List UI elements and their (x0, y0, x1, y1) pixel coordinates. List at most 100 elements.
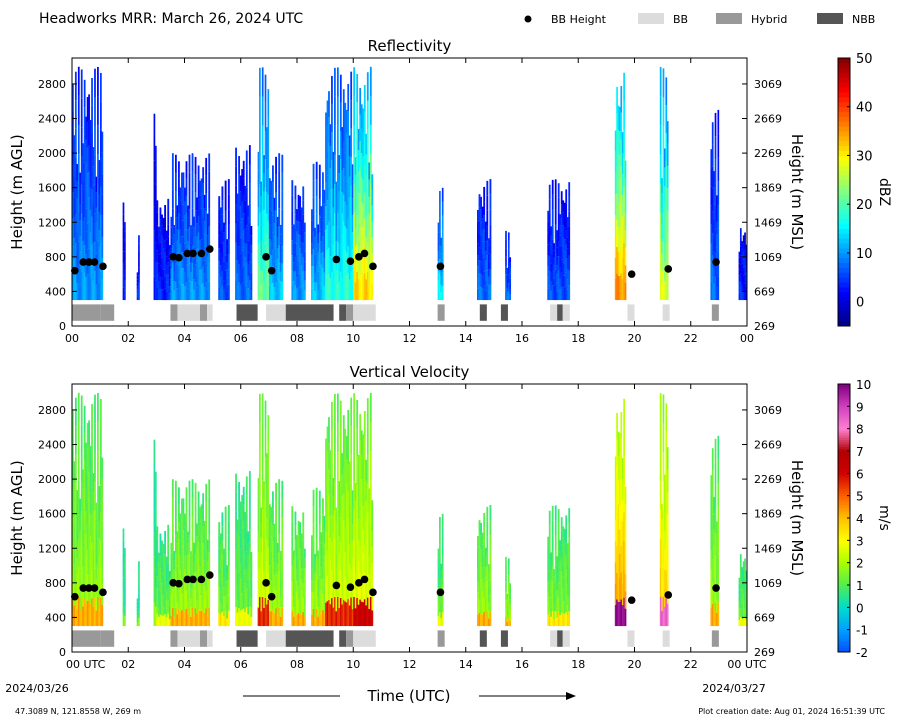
echo-cell (156, 212, 159, 226)
echo-cell (236, 612, 239, 627)
echo-cell (559, 561, 562, 573)
echo-cell (341, 539, 344, 562)
echo-cell (351, 575, 354, 593)
echo-cell (197, 249, 200, 267)
echo-cell (617, 251, 620, 276)
start-date-label: 2024/03/26 (5, 682, 68, 695)
echo-cell (89, 468, 92, 491)
echo-cell (83, 162, 86, 190)
echo-cell (98, 247, 101, 266)
echo-cell (507, 240, 510, 250)
echo-cell (329, 190, 332, 213)
echo-cell (88, 145, 90, 172)
echo-cell (171, 552, 174, 571)
echo-cell (278, 226, 281, 245)
echo-cell (226, 595, 229, 604)
echo-cell (122, 251, 125, 264)
echo-cell (318, 215, 321, 233)
echo-cell (94, 539, 96, 569)
echo-cell (437, 616, 440, 627)
colorbar-bin (838, 504, 850, 508)
echo-cell (300, 602, 303, 615)
echo-cell (247, 217, 250, 230)
echo-cell (371, 594, 374, 611)
echo-cell (80, 539, 83, 569)
echo-cell (489, 179, 492, 195)
echo-cell (623, 129, 625, 159)
echo-cell (162, 248, 165, 259)
echo-cell (202, 200, 205, 217)
echo-cell (79, 172, 82, 189)
echo-cell (557, 256, 560, 271)
echo-cell (221, 540, 224, 556)
echo-cell (248, 261, 251, 281)
echo-cell (184, 257, 186, 272)
echo-cell (267, 415, 270, 442)
echo-cell (97, 96, 99, 126)
echo-cell (440, 618, 443, 627)
echo-cell (190, 551, 192, 561)
echo-cell (161, 225, 163, 236)
echo-cell (184, 513, 186, 528)
echo-cell (83, 189, 86, 218)
echo-cell (334, 154, 336, 184)
echo-cell (553, 285, 556, 293)
echo-cell (86, 173, 89, 199)
echo-cell (244, 285, 247, 301)
echo-cell (505, 600, 507, 609)
echo-cell (197, 283, 200, 301)
echo-cell (338, 499, 341, 518)
bb-height-point (79, 258, 88, 266)
echo-column (170, 153, 211, 301)
echo-cell (294, 228, 297, 243)
echo-cell (744, 257, 746, 267)
echo-cell (548, 582, 551, 598)
colorbar-bin (838, 495, 850, 499)
echo-cell (190, 588, 192, 598)
echo-cell (72, 111, 74, 139)
echo-cell (247, 543, 250, 556)
echo-cell (270, 611, 273, 627)
echo-cell (560, 191, 563, 205)
echo-cell (326, 526, 329, 552)
echo-cell (181, 594, 183, 611)
echo-cell (72, 518, 74, 546)
echo-column (170, 479, 211, 627)
echo-cell (247, 531, 250, 544)
echo-cell (267, 599, 270, 627)
echo-cell (89, 603, 92, 627)
echo-cell (481, 614, 484, 627)
echo-cell (165, 600, 168, 609)
echo-cell (322, 578, 324, 595)
echo-cell (620, 112, 623, 140)
echo-cell (224, 285, 227, 301)
echo-cell (164, 240, 167, 253)
echo-cell (208, 226, 211, 246)
echo-cell (366, 271, 369, 301)
echo-cell (168, 571, 171, 578)
echo-cell (568, 567, 571, 582)
echo-cell (441, 612, 444, 627)
echo-cell (244, 583, 247, 598)
echo-cell (296, 254, 298, 266)
echo-cell (623, 512, 625, 541)
echo-cell (481, 265, 484, 277)
echo-cell (173, 560, 176, 570)
echo-cell (292, 578, 295, 589)
echo-cell (303, 261, 306, 272)
echo-cell (506, 609, 509, 614)
echo-cell (197, 232, 200, 250)
echo-cell (193, 279, 195, 290)
echo-cell (197, 199, 200, 216)
echo-cell (326, 200, 329, 226)
echo-cell (614, 215, 617, 237)
echo-cell (554, 580, 557, 596)
echo-column (437, 187, 444, 301)
echo-cell (487, 587, 490, 596)
echo-cell (344, 127, 347, 153)
echo-cell (136, 289, 139, 294)
bb-height-point (267, 266, 276, 275)
echo-cell (738, 269, 741, 276)
echo-cell (322, 204, 324, 221)
echo-cell (568, 226, 571, 242)
